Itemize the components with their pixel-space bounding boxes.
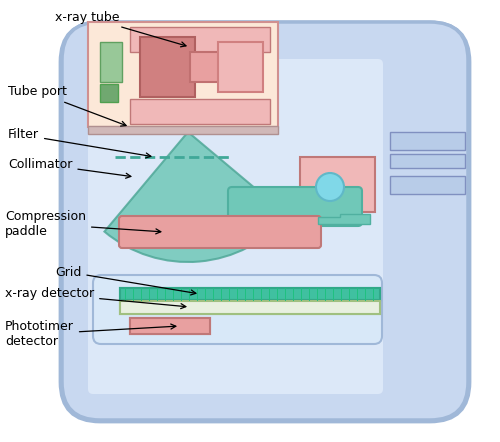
Bar: [390, 176, 465, 194]
FancyBboxPatch shape: [60, 22, 470, 422]
Polygon shape: [318, 214, 370, 224]
Text: x-ray tube: x-ray tube: [55, 11, 186, 47]
Bar: [100, 42, 122, 82]
Text: Compression
paddle: Compression paddle: [5, 210, 161, 238]
Wedge shape: [104, 132, 288, 262]
Text: Grid: Grid: [55, 266, 196, 295]
FancyBboxPatch shape: [88, 59, 383, 394]
Bar: [140, 37, 195, 97]
Bar: [300, 157, 375, 212]
Bar: [88, 126, 278, 134]
Text: Phototimer
detector: Phototimer detector: [5, 320, 176, 348]
FancyBboxPatch shape: [62, 22, 468, 420]
Circle shape: [316, 173, 344, 201]
Bar: [190, 52, 220, 82]
Bar: [120, 301, 380, 314]
Bar: [130, 318, 210, 334]
Text: x-ray detector: x-ray detector: [5, 287, 186, 309]
Bar: [218, 42, 263, 92]
Bar: [390, 132, 465, 150]
Bar: [100, 84, 118, 102]
FancyBboxPatch shape: [85, 52, 425, 397]
Bar: [130, 318, 210, 334]
Text: Collimator: Collimator: [8, 157, 131, 178]
Bar: [130, 27, 270, 52]
FancyBboxPatch shape: [228, 187, 362, 226]
Bar: [120, 288, 380, 300]
Bar: [88, 22, 278, 127]
Bar: [130, 99, 270, 124]
Bar: [120, 288, 380, 300]
Text: Filter: Filter: [8, 129, 151, 158]
Bar: [390, 154, 465, 168]
Text: Tube port: Tube port: [8, 85, 126, 126]
FancyBboxPatch shape: [119, 216, 321, 248]
Bar: [120, 301, 380, 314]
FancyBboxPatch shape: [93, 275, 382, 344]
